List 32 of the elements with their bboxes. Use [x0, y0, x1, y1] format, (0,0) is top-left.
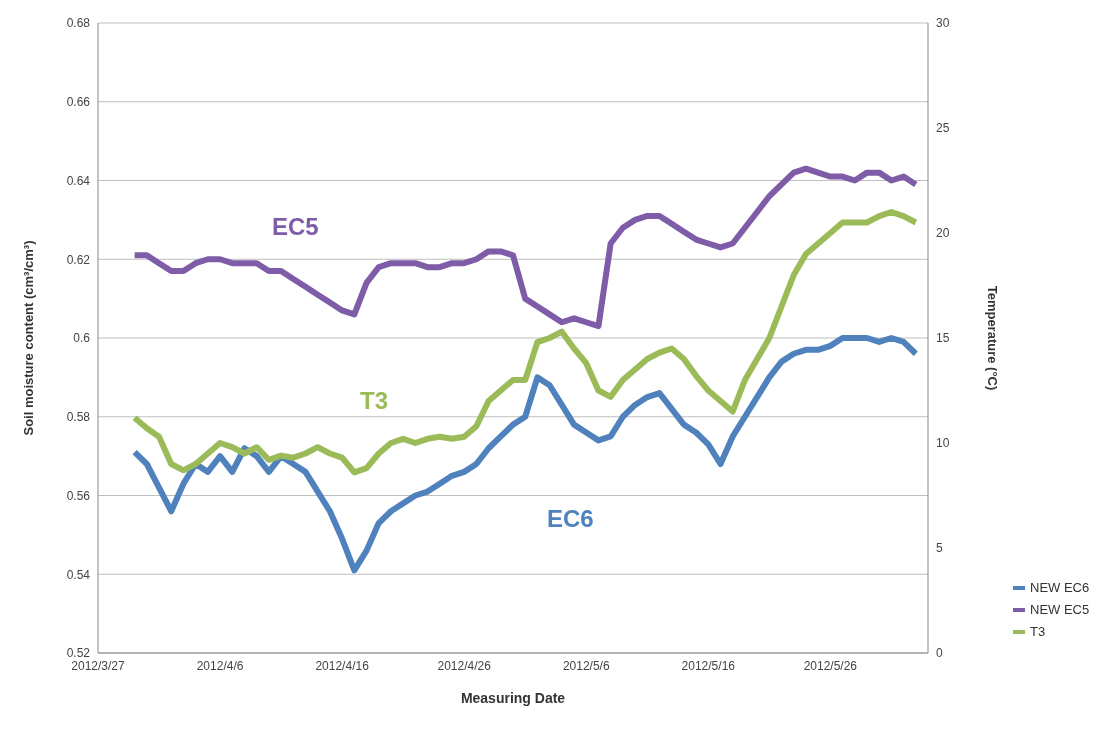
y2-tick-label: 5 — [936, 541, 943, 556]
y-tick-label: 0.52 — [66, 646, 91, 661]
y2-tick-label: 30 — [936, 16, 950, 31]
y-tick-label: 0.68 — [66, 16, 91, 31]
y2-axis-title: Temperature (°C) — [985, 285, 1001, 391]
x-tick-label: 2012/4/6 — [196, 658, 244, 673]
y-axis-title: Soil moisture content (cm³/cm³) — [20, 240, 36, 436]
y-tick-label: 0.62 — [66, 252, 91, 267]
y2-tick-label: 20 — [936, 226, 950, 241]
y2-tick-label: 25 — [936, 121, 950, 136]
x-tick-label: 2012/4/16 — [315, 658, 370, 673]
annotation: T3 — [360, 386, 389, 415]
legend-label: NEW EC6 — [1030, 579, 1090, 597]
y-tick-label: 0.54 — [66, 567, 91, 582]
y-tick-label: 0.58 — [66, 410, 91, 425]
y-tick-label: 0.56 — [66, 488, 91, 503]
x-tick-label: 2012/5/16 — [681, 658, 736, 673]
legend-label: T3 — [1030, 623, 1046, 641]
annotation: EC6 — [547, 504, 594, 533]
y2-tick-label: 10 — [936, 436, 950, 451]
y2-tick-label: 0 — [936, 646, 943, 661]
x-tick-label: 2012/5/26 — [803, 658, 858, 673]
x-tick-label: 2012/3/27 — [71, 658, 126, 673]
annotation: EC5 — [272, 213, 319, 242]
legend-label: NEW EC5 — [1030, 601, 1090, 619]
y2-tick-label: 15 — [936, 331, 950, 346]
x-tick-label: 2012/5/6 — [562, 658, 610, 673]
x-axis-title: Measuring Date — [460, 690, 566, 706]
y-tick-label: 0.6 — [73, 331, 91, 346]
y-tick-label: 0.66 — [66, 95, 91, 110]
x-tick-label: 2012/4/26 — [437, 658, 492, 673]
y-tick-label: 0.64 — [66, 173, 91, 188]
